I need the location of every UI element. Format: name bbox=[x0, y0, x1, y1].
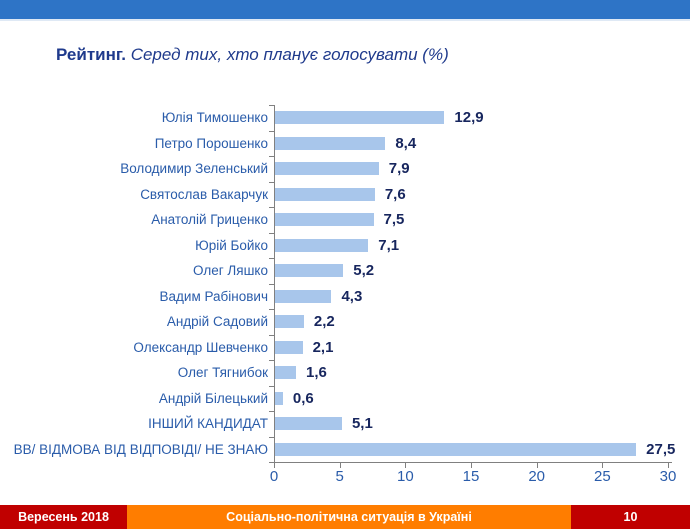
y-axis-tick bbox=[269, 105, 274, 106]
chart-row: Олег Ляшко 5,2 bbox=[0, 258, 690, 284]
y-axis-tick bbox=[269, 360, 274, 361]
y-axis-tick bbox=[269, 436, 274, 438]
category-label: Вадим Рабінович bbox=[159, 288, 268, 304]
bar bbox=[275, 162, 379, 176]
chart-row: Юрій Бойко 7,1 bbox=[0, 233, 690, 259]
value-label: 7,1 bbox=[378, 236, 400, 254]
value-label: 0,6 bbox=[292, 389, 314, 407]
bar bbox=[275, 442, 637, 456]
x-axis-label: 15 bbox=[462, 468, 480, 485]
bar bbox=[275, 213, 374, 227]
bar bbox=[275, 289, 332, 303]
x-axis-label: 0 bbox=[269, 468, 279, 485]
category-label: ІНШИЙ КАНДИДАТ bbox=[148, 416, 268, 432]
x-axis-label: 10 bbox=[396, 468, 414, 485]
bar bbox=[275, 264, 344, 278]
category-label: Андрій Садовий bbox=[166, 314, 268, 330]
category-label: Святослав Вакарчук bbox=[140, 186, 268, 202]
value-label: 7,5 bbox=[383, 211, 405, 229]
x-axis-tick bbox=[536, 463, 538, 468]
bar bbox=[275, 315, 304, 329]
category-label: Петро Порошенко bbox=[154, 135, 268, 151]
x-axis-label: 5 bbox=[335, 468, 344, 485]
value-label: 2,1 bbox=[312, 338, 334, 356]
chart-row: Володимир Зеленський 7,9 bbox=[0, 156, 690, 182]
title-subtitle: Серед тих, хто планує голосувати (%) bbox=[125, 45, 449, 64]
category-label: ВВ/ ВІДМОВА ВІД ВІДПОВІДІ/ НЕ ЗНАЮ bbox=[13, 441, 268, 457]
y-axis-tick bbox=[269, 232, 274, 234]
y-axis-tick bbox=[269, 462, 274, 463]
bar bbox=[275, 136, 386, 150]
chart-row: ІНШИЙ КАНДИДАТ 5,1 bbox=[0, 411, 690, 437]
chart-row: Святослав Вакарчук 7,6 bbox=[0, 182, 690, 208]
y-axis-tick bbox=[269, 156, 274, 157]
x-axis-label: 30 bbox=[659, 468, 677, 485]
y-axis-tick bbox=[269, 181, 274, 183]
y-axis-tick bbox=[269, 207, 274, 208]
bar bbox=[275, 340, 303, 354]
x-axis-line bbox=[270, 462, 672, 463]
value-label: 4,3 bbox=[341, 287, 363, 305]
value-label: 7,6 bbox=[384, 185, 406, 203]
bar bbox=[275, 187, 375, 201]
chart-row: Юлія Тимошенко 12,9 bbox=[0, 105, 690, 131]
title-prefix: Рейтинг. bbox=[56, 45, 126, 64]
value-label: 12,9 bbox=[454, 109, 484, 127]
bar bbox=[275, 238, 369, 252]
value-label: 5,1 bbox=[351, 415, 373, 433]
category-label: Андрій Білецький bbox=[158, 390, 268, 406]
category-label: Олег Ляшко bbox=[193, 263, 268, 279]
y-axis-tick bbox=[269, 130, 274, 132]
x-axis-tick bbox=[668, 463, 669, 468]
chart-row: Олександр Шевченко 2,1 bbox=[0, 335, 690, 361]
category-label: Анатолій Гриценко bbox=[151, 212, 268, 228]
y-axis-tick bbox=[269, 411, 274, 412]
bar bbox=[275, 111, 445, 125]
category-label: Олег Тягнибок bbox=[177, 365, 268, 381]
chart-row: Андрій Садовий 2,2 bbox=[0, 309, 690, 335]
page-title: Рейтинг. Серед тих, хто планує голосуват… bbox=[56, 45, 449, 65]
value-label: 2,2 bbox=[313, 313, 335, 331]
bar bbox=[275, 366, 296, 380]
value-label: 7,9 bbox=[388, 160, 410, 178]
x-axis-tick bbox=[339, 463, 341, 468]
footer-bar: Вересень 2018 Соціально-політична ситуац… bbox=[0, 505, 690, 529]
category-label: Олександр Шевченко bbox=[133, 339, 268, 355]
category-label: Юрій Бойко bbox=[195, 237, 268, 253]
y-axis-tick bbox=[269, 309, 274, 310]
chart-row: Олег Тягнибок 1,6 bbox=[0, 360, 690, 386]
x-axis-label: 20 bbox=[528, 468, 545, 485]
bar bbox=[275, 417, 342, 431]
value-label: 8,4 bbox=[395, 134, 417, 152]
x-axis-label: 25 bbox=[593, 468, 611, 485]
y-axis-tick bbox=[269, 283, 274, 285]
category-label: Володимир Зеленський bbox=[120, 161, 268, 177]
x-axis-tick bbox=[405, 463, 407, 468]
chart-row: Андрій Білецький 0,6 bbox=[0, 386, 690, 412]
x-axis-tick bbox=[602, 463, 604, 468]
chart-row: ВВ/ ВІДМОВА ВІД ВІДПОВІДІ/ НЕ ЗНАЮ 27,5 bbox=[0, 437, 690, 463]
category-label: Юлія Тимошенко bbox=[161, 110, 268, 126]
x-axis-tick bbox=[274, 463, 275, 468]
footer-page-number: 10 bbox=[571, 505, 690, 529]
y-axis-line bbox=[274, 105, 275, 463]
value-label: 1,6 bbox=[306, 364, 327, 382]
chart-row: Анатолій Гриценко 7,5 bbox=[0, 207, 690, 233]
bar bbox=[275, 391, 283, 405]
y-axis-tick bbox=[269, 258, 274, 259]
chart-row: Вадим Рабінович 4,3 bbox=[0, 284, 690, 310]
y-axis-tick bbox=[269, 334, 274, 336]
chart-row: Петро Порошенко 8,4 bbox=[0, 131, 690, 157]
value-label: 5,2 bbox=[353, 262, 375, 280]
top-banner bbox=[0, 0, 690, 21]
value-label: 27,5 bbox=[646, 440, 676, 458]
footer-date: Вересень 2018 bbox=[0, 505, 127, 529]
footer-survey-title: Соціально-політична ситуація в Україні bbox=[127, 505, 571, 529]
x-axis-tick bbox=[471, 463, 472, 468]
y-axis-tick bbox=[269, 385, 274, 387]
